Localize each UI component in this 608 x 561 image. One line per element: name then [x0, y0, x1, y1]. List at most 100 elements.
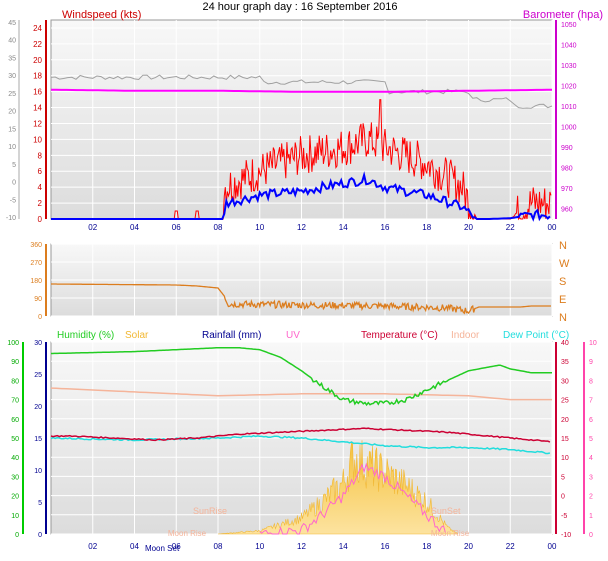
temperature-tick-label: 5 — [561, 474, 565, 481]
temperature-tick-label: 20 — [561, 417, 569, 424]
temperature-tick-label: 30 — [561, 378, 569, 385]
outer-tick-label: 5 — [12, 162, 16, 169]
humidity-tick-label: 60 — [11, 417, 19, 424]
temp-x-tick-label: 22 — [506, 542, 515, 551]
temp-x-tick-label: 10 — [255, 542, 264, 551]
uv-line — [259, 462, 446, 535]
temperature-tick-label: 0 — [561, 494, 565, 501]
outer-tick-label: 10 — [8, 144, 16, 151]
temp-x-tick-label: 16 — [381, 542, 390, 551]
wind-tick-label: 12 — [33, 119, 42, 128]
temperature-tick-label: 35 — [561, 359, 569, 366]
humidity-tick-label: 10 — [11, 513, 19, 520]
humidity-line — [51, 347, 552, 407]
temperature-tick-label: 15 — [561, 436, 569, 443]
outer-tick-label: 40 — [8, 38, 16, 45]
sun-moon-annotations: SunRise SunSet Moon Rise Moon Rise Moon Set — [145, 506, 470, 553]
wind-x-tick-label: 06 — [172, 223, 181, 232]
wind-x-ticks: 02 04 06 08 10 12 14 16 18 20 22 00 — [88, 223, 557, 232]
wind-tick-label: 14 — [33, 104, 42, 113]
rainfall-tick-label: 30 — [34, 340, 42, 347]
wind-x-tick-label: 22 — [506, 223, 515, 232]
wind-tick-label: 8 — [38, 151, 43, 160]
rainfall-tick-label: 20 — [34, 404, 42, 411]
baro-tick-label: 970 — [561, 186, 573, 193]
wind-tick-label: 4 — [38, 183, 43, 192]
humidity-tick-label: 70 — [11, 398, 19, 405]
barometer-line — [51, 88, 552, 93]
humidity-tick-label: 80 — [11, 378, 19, 385]
uv-tick-label: 3 — [589, 474, 593, 481]
temp-x-tick-label: 04 — [130, 542, 139, 551]
uv-tick-label: 8 — [589, 378, 593, 385]
humidity-tick-label: 50 — [11, 436, 19, 443]
baro-tick-label: 1050 — [561, 22, 577, 29]
uv-tick-label: 1 — [589, 513, 593, 520]
direction-series — [51, 283, 551, 315]
wind-x-tick-label: 04 — [130, 223, 139, 232]
rainfall-tick-label: 10 — [34, 468, 42, 475]
outer-tick-label: -5 — [10, 197, 16, 204]
wind-tick-label: 10 — [33, 135, 42, 144]
direction-tick-label: 0 — [38, 314, 42, 321]
temp-x-tick-label: 02 — [88, 542, 97, 551]
windspeed-axis-title: Windspeed (kts) — [62, 9, 141, 21]
legend-label: Humidity (%) — [57, 330, 114, 341]
direction-tick-label: 270 — [30, 260, 42, 267]
wind-series — [50, 74, 553, 222]
legend-label: Rainfall (mm) — [202, 330, 261, 341]
temp-x-tick-label: 08 — [214, 542, 223, 551]
rainfall-tick-label: 5 — [38, 500, 42, 507]
wind-x-tick-label: 20 — [464, 223, 473, 232]
indoor-line — [50, 387, 552, 401]
dewpoint-line — [50, 434, 551, 455]
temp-humidity-chart: -10-505101520253035400102030405060708090… — [7, 330, 597, 553]
uv-tick-label: 0 — [589, 532, 593, 539]
legend-label: Dew Point (°C) — [503, 330, 569, 341]
compass-label: N — [559, 240, 567, 252]
baro-tick-label: 980 — [561, 166, 573, 173]
rainfall-tick-label: 25 — [34, 372, 42, 379]
wind-tick-label: 0 — [38, 215, 43, 224]
direction-tick-label: 90 — [34, 296, 42, 303]
wind-x-tick-label: 14 — [339, 223, 348, 232]
legend-label: UV — [286, 330, 300, 341]
wind-x-tick-label: 08 — [214, 223, 223, 232]
wind-tick-label: 20 — [33, 56, 42, 65]
uv-tick-label: 9 — [589, 359, 593, 366]
temperature-tick-label: 40 — [561, 340, 569, 347]
wind-tick-label: 18 — [33, 72, 42, 81]
humidity-tick-label: 40 — [11, 455, 19, 462]
temperature-tick-label: 25 — [561, 398, 569, 405]
compass-label: W — [559, 258, 570, 270]
grey-trace-line — [50, 74, 553, 109]
direction-grid — [51, 243, 553, 317]
baro-tick-label: 960 — [561, 207, 573, 214]
moonrise-label-2: Moon Rise — [431, 529, 470, 538]
direction-tick-label: 180 — [30, 278, 42, 285]
uv-tick-label: 6 — [589, 417, 593, 424]
outer-tick-label: 20 — [8, 109, 16, 116]
temp-x-tick-label: 18 — [422, 542, 431, 551]
wind-x-tick-label: 10 — [255, 223, 264, 232]
baro-tick-label: 990 — [561, 145, 573, 152]
wind-x-tick-label: 02 — [88, 223, 97, 232]
compass-label: S — [559, 276, 566, 288]
wind-tick-label: 16 — [33, 88, 42, 97]
wind-ticks: 024681012141618202224-10-505101520253035… — [6, 20, 577, 224]
humidity-tick-label: 20 — [11, 494, 19, 501]
temperature-tick-label: 10 — [561, 455, 569, 462]
baro-tick-label: 1040 — [561, 43, 577, 50]
outer-tick-label: -10 — [6, 215, 16, 222]
rainfall-tick-label: 15 — [34, 436, 42, 443]
compass-label: N — [559, 312, 567, 324]
temp-series — [50, 347, 552, 535]
outer-tick-label: 0 — [12, 180, 16, 187]
outer-tick-label: 15 — [8, 126, 16, 133]
wind-tick-label: 2 — [38, 199, 43, 208]
temperature-line — [50, 427, 551, 443]
wind-x-tick-label: 00 — [548, 223, 557, 232]
wind-tick-label: 22 — [33, 40, 42, 49]
legend-label: Solar — [125, 330, 149, 341]
